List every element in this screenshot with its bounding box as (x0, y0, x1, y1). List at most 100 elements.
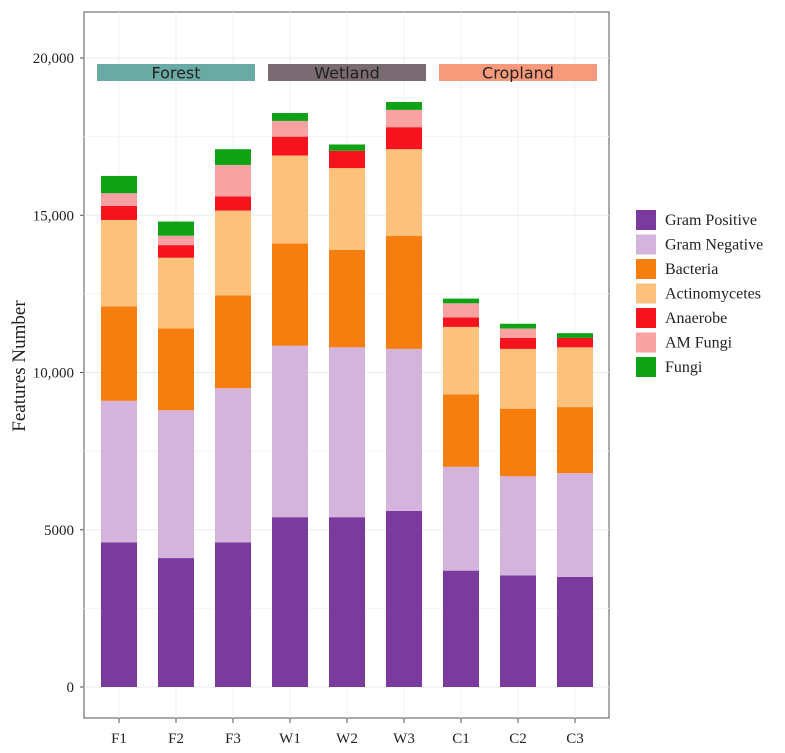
legend-swatch-bacteria (636, 259, 656, 279)
bar-segment-W2-bacteria (329, 249, 365, 348)
legend-label-actinomycetes: Actinomycetes (665, 286, 761, 303)
bar-segment-C1-am-fungi (443, 303, 479, 318)
bar-segment-C1-actinomycetes (443, 326, 479, 395)
legend-swatch-gram-negative (636, 234, 656, 255)
bar-segment-C1-anaerobe (443, 317, 479, 327)
bar-segment-F3-actinomycetes (215, 210, 251, 296)
legend-swatch-actinomycetes (636, 283, 656, 304)
legend-label-anaerobe: Anaerobe (665, 310, 727, 327)
bar-segment-C1-bacteria (443, 394, 479, 467)
x-tick-label-C2: C2 (509, 731, 527, 747)
bar-segment-C2-fungi (500, 323, 536, 329)
bar-segment-F1-anaerobe (101, 205, 137, 220)
bar-segment-W2-gram-negative (329, 347, 365, 518)
legend-label-gram-positive: Gram Positive (665, 212, 757, 229)
bar-segment-C3-actinomycetes (557, 347, 593, 408)
group-banner-wetland (268, 64, 426, 81)
bar-segment-F3-fungi (215, 149, 251, 165)
bar-segment-W1-bacteria (272, 243, 308, 346)
bar-segment-F2-actinomycetes (158, 257, 194, 329)
bar-segment-C2-anaerobe (500, 337, 536, 349)
bar-segment-W3-fungi (386, 102, 422, 110)
legend-swatch-am-fungi (636, 332, 656, 353)
bar-segment-C3-fungi (557, 333, 593, 338)
bar-segment-F1-bacteria (101, 306, 137, 401)
bar-segment-W3-gram-negative (386, 348, 422, 511)
legend-label-gram-negative: Gram Negative (665, 237, 763, 254)
bar-segment-F2-anaerobe (158, 245, 194, 258)
legend-label-am-fungi: AM Fungi (665, 335, 733, 352)
bar-segment-C3-gram-negative (557, 473, 593, 577)
bar-segment-F2-gram-negative (158, 410, 194, 559)
bar-segment-C2-am-fungi (500, 328, 536, 338)
bar-segment-C2-bacteria (500, 408, 536, 477)
group-label-wetland: Wetland (314, 64, 380, 83)
legend-swatch-gram-positive (636, 210, 656, 230)
y-tick-label: 20,000 (33, 51, 74, 67)
bar-segment-C2-gram-negative (500, 476, 536, 576)
bar-segment-W3-gram-positive (386, 510, 422, 687)
bar-segment-C1-fungi (443, 298, 479, 304)
group-label-forest: Forest (151, 64, 200, 83)
legend-swatch-fungi (636, 357, 656, 377)
bar-segment-F1-actinomycetes (101, 219, 137, 307)
bar-segment-C2-gram-positive (500, 575, 536, 687)
bar-segment-W1-actinomycetes (272, 155, 308, 244)
bar-segment-F3-am-fungi (215, 164, 251, 197)
legend: Gram Positive Gram Negative Bacteria Actino… (636, 210, 763, 377)
bar-segment-C3-gram-positive (557, 576, 593, 687)
y-axis-title: Features Number (9, 300, 30, 432)
x-tick-label-W3: W3 (393, 731, 415, 747)
legend-swatch-anaerobe (636, 308, 656, 328)
bar-segment-F1-gram-negative (101, 400, 137, 543)
bar-segment-F2-gram-positive (158, 558, 194, 687)
y-tick-label: 5000 (44, 523, 74, 539)
bar-segment-W3-bacteria (386, 235, 422, 349)
bar-segment-F3-gram-negative (215, 388, 251, 543)
x-tick-label-C3: C3 (566, 731, 584, 747)
bar-segment-W1-anaerobe (272, 136, 308, 156)
x-tick-label-C1: C1 (452, 731, 470, 747)
y-axis-ticks: 0 5000 10,000 15,000 20,000 (33, 51, 84, 696)
bar-segment-C1-gram-positive (443, 570, 479, 687)
bar-segment-C3-anaerobe (557, 337, 593, 348)
x-tick-label-F2: F2 (168, 731, 184, 747)
bar-segment-C1-gram-negative (443, 466, 479, 571)
bar-segment-F1-gram-positive (101, 542, 137, 687)
environment-group-labels: Forest Wetland Cropland (97, 64, 597, 83)
y-tick-label: 10,000 (33, 366, 74, 382)
bar-segment-F3-anaerobe (215, 196, 251, 211)
x-tick-label-W2: W2 (336, 731, 358, 747)
bar-segment-W3-anaerobe (386, 127, 422, 150)
bar-segment-F2-fungi (158, 221, 194, 236)
x-tick-label-W1: W1 (279, 731, 301, 747)
x-axis-ticks: F1 F2 F3 W1 W2 W3 C1 C2 C3 (111, 718, 584, 747)
bar-segment-F3-gram-positive (215, 542, 251, 687)
bar-segment-F3-bacteria (215, 295, 251, 389)
bar-segment-F2-bacteria (158, 328, 194, 411)
y-tick-label: 15,000 (33, 208, 74, 224)
bar-segment-W3-am-fungi (386, 109, 422, 128)
group-banner-forest (97, 64, 255, 81)
bar-segment-F1-am-fungi (101, 193, 137, 206)
y-tick-label: 0 (67, 680, 75, 696)
group-banner-cropland (439, 64, 597, 81)
legend-label-bacteria: Bacteria (665, 261, 718, 278)
bar-segment-F2-am-fungi (158, 235, 194, 246)
bar-segment-W2-anaerobe (329, 150, 365, 169)
bar-segment-W2-fungi (329, 144, 365, 151)
bar-segment-W3-actinomycetes (386, 149, 422, 236)
bar-segment-W2-gram-positive (329, 517, 365, 687)
bar-segment-F1-fungi (101, 175, 137, 194)
bar-segment-W1-gram-negative (272, 345, 308, 518)
bar-segment-W1-gram-positive (272, 517, 308, 687)
bars (101, 102, 593, 687)
x-tick-label-F3: F3 (225, 731, 241, 747)
legend-label-fungi: Fungi (665, 359, 703, 376)
bar-segment-W2-actinomycetes (329, 168, 365, 250)
bar-segment-C3-bacteria (557, 407, 593, 474)
group-label-cropland: Cropland (482, 64, 554, 83)
bar-segment-W1-am-fungi (272, 120, 308, 137)
x-tick-label-F1: F1 (111, 731, 127, 747)
